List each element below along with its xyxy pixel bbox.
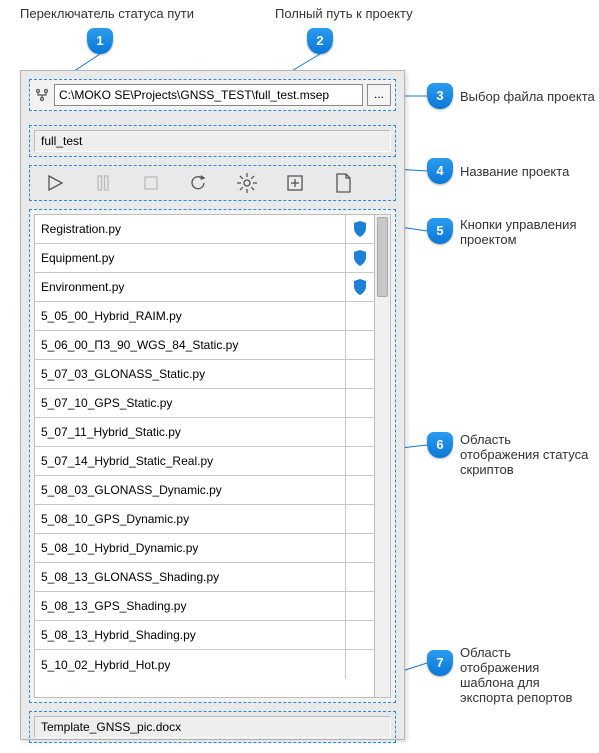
script-row[interactable]: 5_08_13_GPS_Shading.py: [35, 592, 374, 621]
shield-icon: [353, 279, 367, 295]
script-name: 5_08_13_GLONASS_Shading.py: [35, 563, 346, 591]
script-status-cell: [346, 302, 374, 330]
script-row[interactable]: 5_08_10_GPS_Dynamic.py: [35, 505, 374, 534]
reload-button[interactable]: [186, 170, 212, 196]
callout-label-6: Область отображения статуса скриптов: [460, 432, 590, 477]
script-status-cell: [346, 273, 374, 301]
script-row[interactable]: 5_08_03_GLONASS_Dynamic.py: [35, 476, 374, 505]
script-name: 5_05_00_Hybrid_RAIM.py: [35, 302, 346, 330]
scrollbar[interactable]: [375, 214, 391, 698]
script-row[interactable]: Equipment.py: [35, 244, 374, 273]
script-row[interactable]: 5_10_02_Hybrid_Hot.py: [35, 650, 374, 679]
callout-badge-5: 5: [427, 218, 453, 244]
browse-button[interactable]: ...: [367, 84, 391, 106]
scrollbar-thumb[interactable]: [377, 217, 388, 297]
callout-label-1: Переключатель статуса пути: [20, 6, 194, 21]
script-name: 5_08_10_Hybrid_Dynamic.py: [35, 534, 346, 562]
project-toolbar: [29, 165, 396, 201]
callout-badge-1: 1: [87, 28, 113, 54]
script-row[interactable]: 5_05_00_Hybrid_RAIM.py: [35, 302, 374, 331]
script-name: 5_06_00_ПЗ_90_WGS_84_Static.py: [35, 331, 346, 359]
script-row[interactable]: 5_08_10_Hybrid_Dynamic.py: [35, 534, 374, 563]
script-status-cell: [346, 621, 374, 649]
script-row[interactable]: Environment.py: [35, 273, 374, 302]
script-status-area: Registration.pyEquipment.pyEnvironment.p…: [29, 209, 396, 703]
script-name: 5_07_14_Hybrid_Static_Real.py: [35, 447, 346, 475]
script-name: 5_07_11_Hybrid_Static.py: [35, 418, 346, 446]
script-status-cell: [346, 505, 374, 533]
script-status-cell: [346, 563, 374, 591]
script-name: Environment.py: [35, 273, 346, 301]
script-status-cell: [346, 650, 374, 679]
script-row[interactable]: 5_07_03_GLONASS_Static.py: [35, 360, 374, 389]
script-status-cell: [346, 534, 374, 562]
script-row[interactable]: 5_06_00_ПЗ_90_WGS_84_Static.py: [35, 331, 374, 360]
new-file-button[interactable]: [330, 170, 356, 196]
script-status-cell: [346, 447, 374, 475]
add-button[interactable]: [282, 170, 308, 196]
shield-icon: [353, 221, 367, 237]
pause-button[interactable]: [90, 170, 116, 196]
callout-label-7: Область отображения шаблона для экспорта…: [460, 645, 590, 705]
script-name: Equipment.py: [35, 244, 346, 272]
script-row[interactable]: 5_07_11_Hybrid_Static.py: [35, 418, 374, 447]
callout-badge-3: 3: [427, 83, 453, 109]
script-status-cell: [346, 389, 374, 417]
callout-label-4: Название проекта: [460, 164, 569, 179]
script-status-cell: [346, 331, 374, 359]
script-name: 5_08_13_Hybrid_Shading.py: [35, 621, 346, 649]
project-name-field: full_test: [34, 130, 391, 152]
script-name: 5_07_03_GLONASS_Static.py: [35, 360, 346, 388]
template-section: Template_GNSS_pic.docx: [29, 711, 396, 743]
script-row[interactable]: Registration.py: [35, 215, 374, 244]
callout-badge-6: 6: [427, 432, 453, 458]
script-name: 5_10_02_Hybrid_Hot.py: [35, 650, 346, 679]
path-status-toggle-icon[interactable]: [34, 87, 50, 103]
script-status-cell: [346, 244, 374, 272]
script-status-cell: [346, 476, 374, 504]
script-name: 5_07_10_GPS_Static.py: [35, 389, 346, 417]
script-row[interactable]: 5_08_13_Hybrid_Shading.py: [35, 621, 374, 650]
template-name-field: Template_GNSS_pic.docx: [34, 716, 391, 738]
script-name: 5_08_13_GPS_Shading.py: [35, 592, 346, 620]
script-row[interactable]: 5_08_13_GLONASS_Shading.py: [35, 563, 374, 592]
callout-badge-2: 2: [307, 28, 333, 54]
script-name: 5_08_10_GPS_Dynamic.py: [35, 505, 346, 533]
stop-button[interactable]: [138, 170, 164, 196]
script-status-cell: [346, 360, 374, 388]
script-list: Registration.pyEquipment.pyEnvironment.p…: [34, 214, 375, 698]
script-name: 5_08_03_GLONASS_Dynamic.py: [35, 476, 346, 504]
script-status-cell: [346, 418, 374, 446]
callout-badge-4: 4: [427, 158, 453, 184]
script-row[interactable]: 5_07_10_GPS_Static.py: [35, 389, 374, 418]
script-row[interactable]: 5_07_14_Hybrid_Static_Real.py: [35, 447, 374, 476]
play-button[interactable]: [42, 170, 68, 196]
callout-badge-7: 7: [427, 650, 453, 676]
script-name: Registration.py: [35, 215, 346, 243]
callout-label-3: Выбор файла проекта: [460, 89, 595, 104]
script-status-cell: [346, 215, 374, 243]
project-panel: ... full_test Registration.pyEquipment.: [20, 70, 405, 740]
callout-label-5: Кнопки управления проектом: [460, 217, 590, 247]
callout-label-2: Полный путь к проекту: [275, 6, 413, 21]
script-status-cell: [346, 592, 374, 620]
project-name-section: full_test: [29, 125, 396, 157]
shield-icon: [353, 250, 367, 266]
path-section: ...: [29, 79, 396, 111]
settings-button[interactable]: [234, 170, 260, 196]
project-path-input[interactable]: [54, 84, 363, 106]
